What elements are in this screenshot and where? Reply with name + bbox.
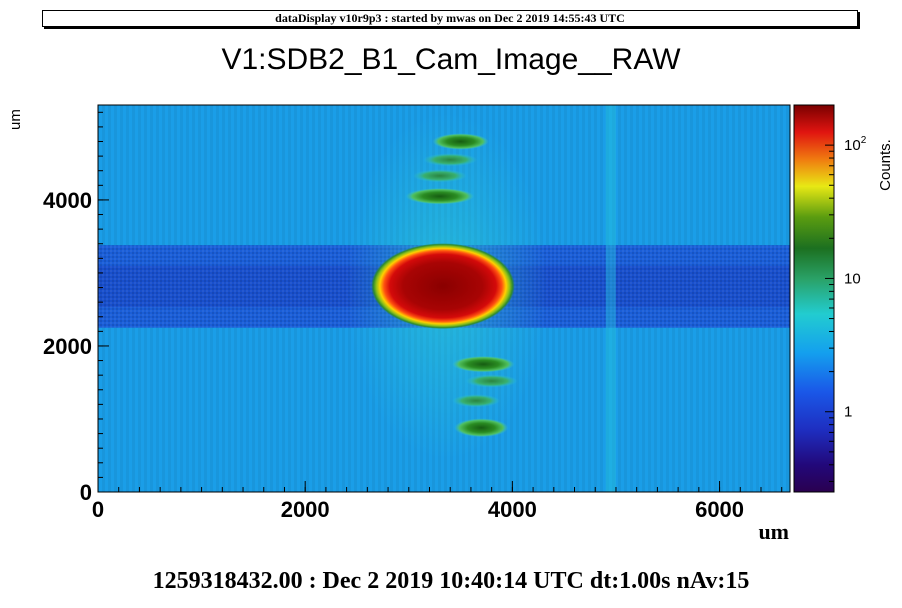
- side-lobe: [412, 169, 467, 183]
- y-axis-title: um: [7, 109, 24, 130]
- side-lobe: [465, 374, 518, 388]
- z-tick-label: 1: [844, 404, 852, 421]
- footer-status: 1259318432.00 : Dec 2 2019 10:40:14 UTC …: [152, 568, 750, 594]
- x-tick-label: 6000: [695, 497, 744, 522]
- z-tick-label: 10: [844, 270, 861, 287]
- color-scale: 1 10 102: [793, 104, 867, 493]
- side-lobe: [452, 394, 500, 408]
- y-tick-label: 0: [80, 480, 92, 505]
- y-tick-label: 4000: [43, 188, 92, 213]
- chart-title: V1:SDB2_B1_Cam_Image__RAW: [221, 43, 681, 76]
- header-text: dataDisplay v10r9p3 : started by mwas on…: [275, 11, 625, 25]
- plot-area: [98, 105, 790, 492]
- side-lobe: [405, 188, 475, 205]
- z-tick-label: 102: [844, 135, 867, 154]
- x-tick-label: 2000: [281, 497, 330, 522]
- x-tick-label: 4000: [488, 497, 537, 522]
- color-bar: [793, 104, 835, 493]
- header-box: dataDisplay v10r9p3 : started by mwas on…: [42, 10, 858, 27]
- x-axis-title: um: [758, 519, 789, 544]
- side-lobe: [454, 418, 509, 438]
- y-tick-label: 2000: [43, 334, 92, 359]
- z-axis-title: Counts.: [877, 139, 894, 191]
- side-lobe: [452, 356, 515, 373]
- x-tick-label: 0: [92, 497, 104, 522]
- central-spot: [371, 243, 515, 330]
- axes: 0 2000 4000 6000 0 2000 4000: [43, 111, 783, 522]
- side-lobe: [423, 153, 478, 167]
- plot-frame: [97, 104, 791, 493]
- side-lobe: [432, 133, 489, 150]
- vertical-stripe: [605, 105, 616, 492]
